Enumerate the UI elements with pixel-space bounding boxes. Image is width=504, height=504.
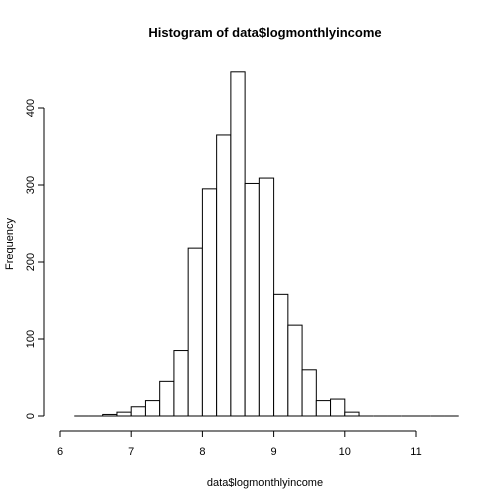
y-axis: 0 100 200 300 400: [25, 99, 45, 419]
x-tick-label: 8: [199, 446, 205, 458]
y-tick-label: 200: [25, 253, 37, 271]
x-tick-label: 6: [57, 446, 63, 458]
histogram-bar: [144, 400, 161, 417]
x-tick-label: 11: [410, 446, 421, 458]
histogram-bar: [273, 293, 289, 417]
y-axis-label: Frequency: [4, 218, 16, 270]
histogram-bar: [201, 188, 218, 417]
histogram-bar: [344, 411, 360, 417]
histogram-bar: [301, 369, 317, 417]
x-axis-label: data$logmonthlyincome: [207, 477, 323, 489]
y-tick-label: 100: [25, 330, 37, 348]
histogram-bar: [216, 134, 232, 417]
y-tick-label: 400: [25, 99, 37, 117]
histogram-bar: [187, 247, 203, 417]
histogram-bar: [230, 71, 246, 417]
x-tick-label: 10: [339, 446, 351, 458]
histogram-bar: [330, 398, 346, 417]
histogram-bar: [287, 324, 303, 417]
x-tick-label: 7: [128, 446, 134, 458]
histogram-bar: [258, 177, 275, 417]
x-axis: 6 7 8 9 10 11: [57, 430, 422, 458]
histogram-bar: [130, 406, 146, 417]
x-tick-label: 9: [271, 446, 277, 458]
histogram-bars: [74, 71, 459, 417]
histogram-bar: [159, 380, 175, 417]
chart-title: Histogram of data$logmonthlyincome: [148, 25, 381, 40]
y-tick-label: 0: [25, 413, 37, 419]
histogram-bar: [116, 411, 132, 417]
histogram-bar: [315, 400, 332, 417]
histogram-bar: [173, 350, 189, 417]
y-tick-label: 300: [25, 176, 37, 194]
histogram-bar: [244, 182, 260, 417]
histogram-bar: [102, 413, 118, 417]
